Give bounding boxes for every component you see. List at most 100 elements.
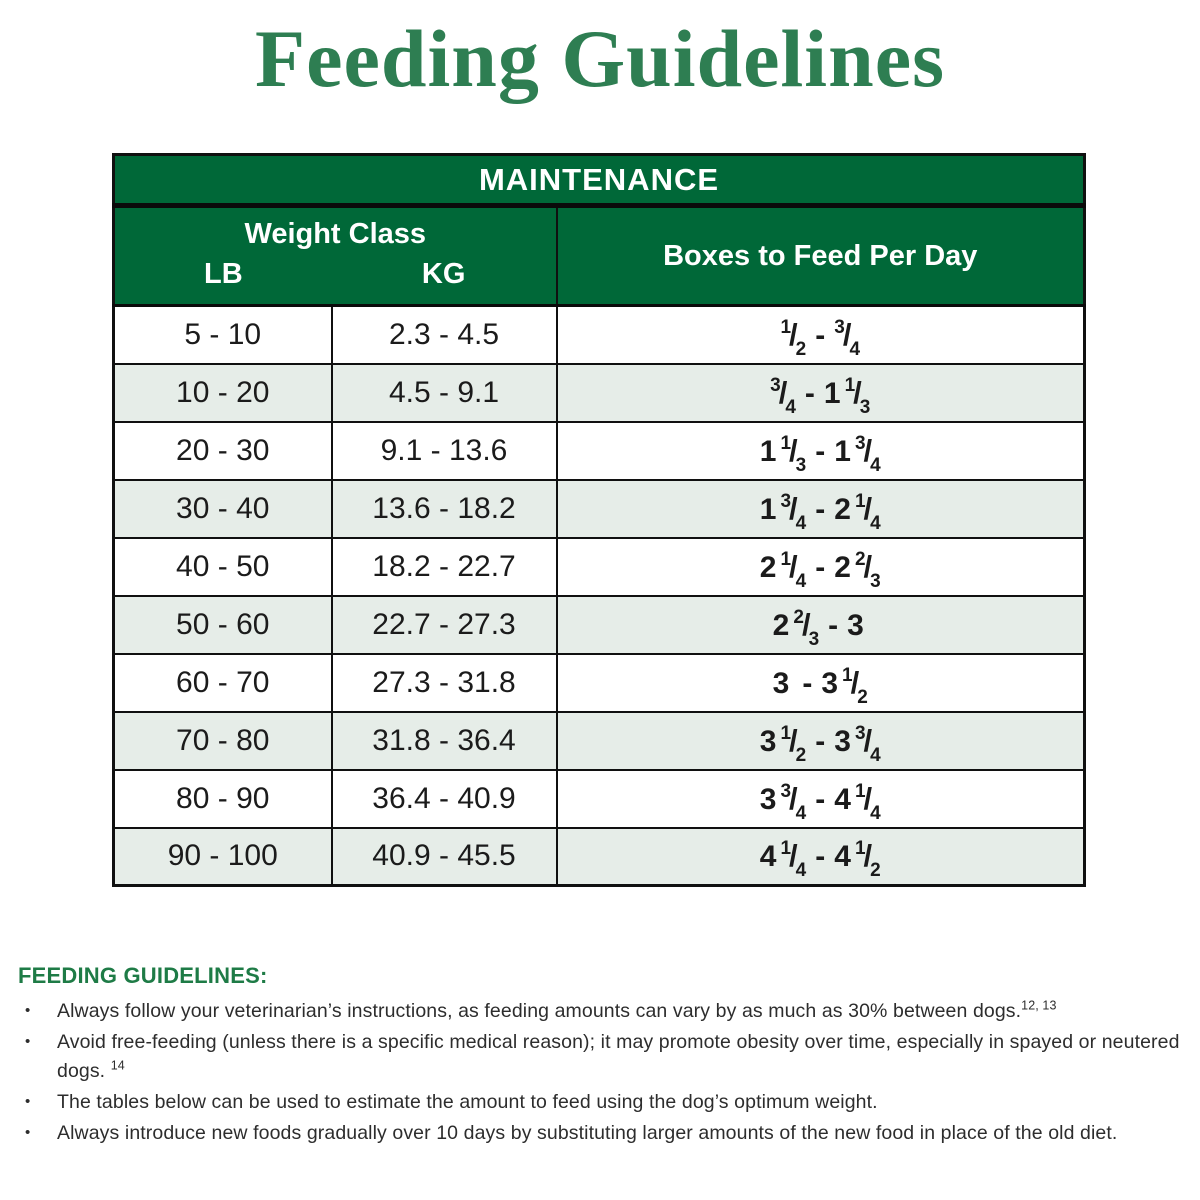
kg-value: 9.1 - 13.6	[330, 420, 558, 481]
table-row: 80 - 90 36.4 - 40.9 3 3/4-4 1/4	[112, 768, 1086, 829]
lb-value: 50 - 60	[112, 594, 333, 655]
boxes-max: 2 1/4	[834, 490, 881, 534]
boxes-value: 1 3/4-2 1/4	[555, 478, 1086, 539]
boxes-value: 3/4-1 1/3	[555, 362, 1086, 423]
table-row: 30 - 40 13.6 - 18.2 1 3/4-2 1/4	[112, 478, 1086, 539]
list-item: • Always introduce new foods gradually ov…	[18, 1119, 1188, 1148]
range-dash: -	[815, 434, 826, 468]
weight-class-label: Weight Class	[244, 218, 427, 250]
boxes-min: 1 1/3	[759, 432, 807, 476]
boxes-max: 3/4	[834, 316, 861, 360]
table-row: 50 - 60 22.7 - 27.3 2 2/3-3	[112, 594, 1086, 655]
lb-value: 10 - 20	[112, 362, 333, 423]
table-row: 90 - 100 40.9 - 45.5 4 1/4-4 1/2	[112, 826, 1086, 887]
table-row: 60 - 70 27.3 - 31.8 3-3 1/2	[112, 652, 1086, 713]
table-row: 10 - 20 4.5 - 9.1 3/4-1 1/3	[112, 362, 1086, 423]
boxes-value: 2 1/4-2 2/3	[555, 536, 1086, 597]
list-item: • Always follow your veterinarian’s instr…	[18, 997, 1188, 1026]
footnote-reference: 12, 13	[1021, 998, 1057, 1013]
lb-value: 60 - 70	[112, 652, 333, 713]
bullet-text: The tables below can be used to estimate…	[57, 1091, 878, 1113]
range-dash: -	[815, 318, 826, 352]
maintenance-header-row: MAINTENANCE	[112, 153, 1086, 208]
kg-value: 27.3 - 31.8	[330, 652, 558, 713]
lb-value: 90 - 100	[112, 826, 333, 887]
range-dash: -	[804, 376, 815, 410]
maintenance-header: MAINTENANCE	[112, 153, 1086, 208]
bullet-text: Avoid free-feeding (unless there is a sp…	[57, 1031, 1180, 1082]
kg-value: 36.4 - 40.9	[330, 768, 558, 829]
range-dash: -	[828, 608, 839, 642]
kg-value: 13.6 - 18.2	[330, 478, 558, 539]
lb-value: 20 - 30	[112, 420, 333, 481]
table-row: 70 - 80 31.8 - 36.4 3 1/2-3 3/4	[112, 710, 1086, 771]
list-item: • The tables below can be used to estimat…	[18, 1088, 1188, 1117]
lb-value: 40 - 50	[112, 536, 333, 597]
kg-column-label: KG	[421, 258, 466, 290]
table-row: 20 - 30 9.1 - 13.6 1 1/3-1 3/4	[112, 420, 1086, 481]
boxes-max: 1 1/3	[823, 374, 871, 418]
kg-value: 31.8 - 36.4	[330, 710, 558, 771]
boxes-min: 3 3/4	[759, 780, 807, 824]
kg-value: 4.5 - 9.1	[330, 362, 558, 423]
kg-value: 40.9 - 45.5	[330, 826, 558, 887]
boxes-max: 3 3/4	[834, 722, 881, 766]
table-body: 5 - 10 2.3 - 4.5 1/2-3/4 10 - 20 4.5 - 9…	[112, 304, 1086, 887]
bullet-icon: •	[25, 1002, 31, 1019]
bullet-icon: •	[25, 1093, 31, 1110]
lb-value: 80 - 90	[112, 768, 333, 829]
boxes-value: 3 3/4-4 1/4	[555, 768, 1086, 829]
range-dash: -	[815, 840, 826, 874]
boxes-max: 3 1/2	[821, 664, 868, 708]
boxes-max: 3	[847, 608, 864, 642]
boxes-min: 3	[772, 666, 790, 700]
bullet-text: Always introduce new foods gradually ove…	[57, 1122, 1118, 1144]
boxes-per-day-header-cell: Boxes to Feed Per Day	[555, 204, 1086, 307]
footer-heading: FEEDING GUIDELINES:	[18, 963, 268, 988]
footnote-reference: 14	[110, 1058, 125, 1073]
boxes-min: 2 2/3	[772, 606, 820, 650]
table-row: 5 - 10 2.3 - 4.5 1/2-3/4	[112, 304, 1086, 365]
bullet-text: Always follow your veterinarian’s instru…	[57, 1000, 1022, 1022]
bullet-icon: •	[25, 1124, 31, 1141]
kg-value: 2.3 - 4.5	[330, 304, 558, 365]
page-title: Feeding Guidelines	[254, 13, 945, 104]
boxes-max: 4 1/4	[834, 780, 881, 824]
weight-class-header-cell: Weight Class LB KG	[112, 204, 558, 307]
range-dash: -	[815, 782, 826, 816]
table-header: MAINTENANCE Weight Class LB KG Boxes to …	[112, 153, 1086, 307]
footer-notes: FEEDING GUIDELINES: • Always follow your …	[18, 963, 1188, 1150]
guidelines-list: • Always follow your veterinarian’s instr…	[18, 997, 1188, 1148]
boxes-value: 3-3 1/2	[555, 652, 1086, 713]
column-header-row: Weight Class LB KG Boxes to Feed Per Day	[112, 204, 1086, 307]
boxes-min: 1 3/4	[759, 490, 807, 534]
boxes-value: 2 2/3-3	[555, 594, 1086, 655]
boxes-min: 3/4	[770, 374, 796, 418]
kg-value: 18.2 - 22.7	[330, 536, 558, 597]
boxes-max: 4 1/2	[834, 838, 881, 882]
boxes-min: 4 1/4	[759, 838, 807, 882]
boxes-min: 3 1/2	[759, 722, 807, 766]
range-dash: -	[802, 666, 813, 700]
boxes-value: 3 1/2-3 3/4	[555, 710, 1086, 771]
lb-value: 30 - 40	[112, 478, 333, 539]
range-dash: -	[815, 724, 826, 758]
boxes-min: 2 1/4	[759, 548, 807, 592]
boxes-value: 1 1/3-1 3/4	[555, 420, 1086, 481]
lb-value: 5 - 10	[112, 304, 333, 365]
bullet-icon: •	[25, 1033, 31, 1050]
range-dash: -	[815, 492, 826, 526]
kg-value: 22.7 - 27.3	[330, 594, 558, 655]
boxes-max: 2 2/3	[834, 548, 881, 592]
list-item: • Avoid free-feeding (unless there is a s…	[18, 1028, 1188, 1086]
boxes-value: 4 1/4-4 1/2	[555, 826, 1086, 887]
maintenance-table-container: MAINTENANCE Weight Class LB KG Boxes to …	[112, 153, 1087, 887]
lb-value: 70 - 80	[112, 710, 333, 771]
boxes-min: 1/2	[780, 316, 807, 360]
weight-units-row: LB KG	[115, 254, 556, 294]
table-row: 40 - 50 18.2 - 22.7 2 1/4-2 2/3	[112, 536, 1086, 597]
lb-column-label: LB	[204, 258, 243, 290]
boxes-value: 1/2-3/4	[555, 304, 1086, 365]
range-dash: -	[815, 550, 826, 584]
feeding-guidelines-table: MAINTENANCE Weight Class LB KG Boxes to …	[112, 153, 1087, 887]
